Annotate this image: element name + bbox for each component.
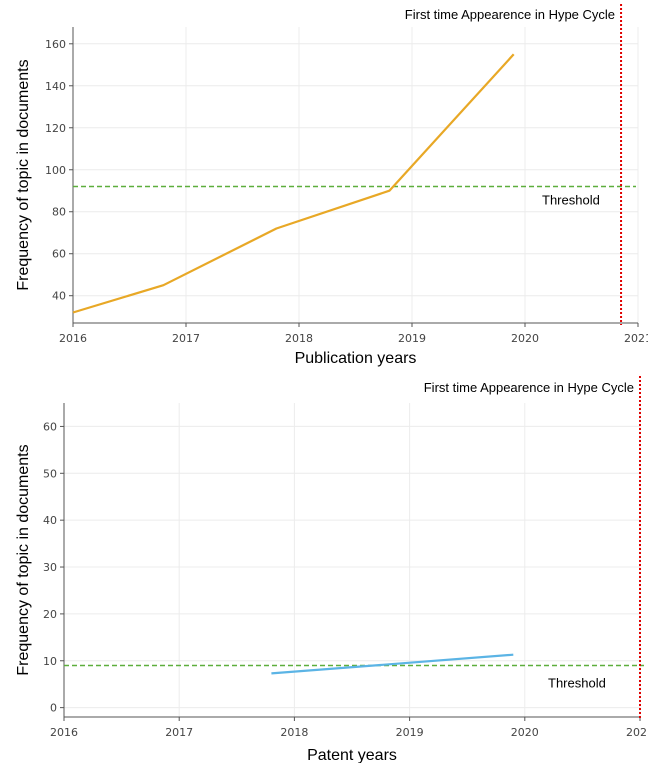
y-tick-label: 100: [45, 164, 66, 177]
x-tick-label: 2016: [50, 726, 78, 739]
y-tick-label: 60: [43, 420, 57, 433]
y-tick-label: 120: [45, 122, 66, 135]
x-tick-label: 2019: [398, 332, 426, 345]
y-tick-label: 10: [43, 655, 57, 668]
x-tick-label: 2019: [396, 726, 424, 739]
x-tick-label: 2020: [511, 726, 539, 739]
patent-frequency-chart: 0 10 20 30 40 50 60 2016 2017 2018 2019 2020 2021 Thr…: [0, 372, 648, 763]
series-line: [73, 54, 514, 312]
y-tick-label: 40: [43, 514, 57, 527]
hype-cycle-event-label: First time Appearence in Hype Cycle: [405, 7, 615, 22]
x-tick-label: 2018: [280, 726, 308, 739]
y-axis-title: Frequency of topic in documents: [15, 444, 32, 675]
x-axis-title: Patent years: [307, 747, 397, 763]
x-tick-label: 2021: [626, 726, 648, 739]
y-tick-label: 160: [45, 38, 66, 51]
y-tick-label: 30: [43, 561, 57, 574]
x-tick-label: 2016: [59, 332, 87, 345]
x-tick-label: 2020: [511, 332, 539, 345]
y-tick-label: 0: [50, 702, 57, 715]
x-tick-label: 2018: [285, 332, 313, 345]
threshold-label: Threshold: [548, 675, 606, 690]
y-axis-title: Frequency of topic in documents: [15, 59, 32, 290]
series-line: [271, 655, 513, 674]
publication-frequency-chart: 40 60 80 100 120 140 160 2016 2017 2018 2019 2020 20…: [0, 0, 648, 372]
y-tick-label: 60: [52, 248, 66, 261]
x-tick-label: 2017: [165, 726, 193, 739]
x-tick-label: 2021: [624, 332, 648, 345]
hype-cycle-event-label: First time Appearence in Hype Cycle: [424, 380, 634, 395]
x-axis-title: Publication years: [295, 350, 417, 367]
x-tick-label: 2017: [172, 332, 200, 345]
threshold-label: Threshold: [542, 193, 600, 208]
y-tick-label: 40: [52, 290, 66, 303]
y-tick-label: 140: [45, 80, 66, 93]
y-tick-label: 20: [43, 608, 57, 621]
y-tick-label: 50: [43, 467, 57, 480]
y-tick-label: 80: [52, 206, 66, 219]
